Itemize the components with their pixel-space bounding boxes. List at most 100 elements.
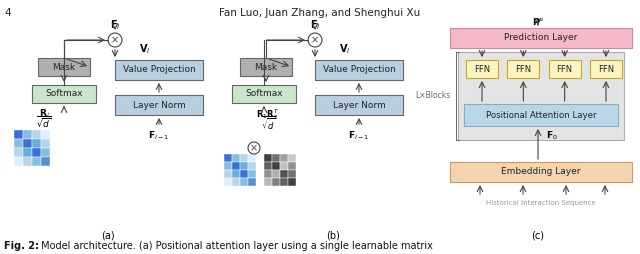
Text: $\mathbf{F}_{l-1}$: $\mathbf{F}_{l-1}$	[148, 129, 170, 141]
Bar	[264, 170, 272, 178]
Bar	[232, 170, 240, 178]
Bar	[41, 139, 50, 148]
Bar	[32, 157, 41, 166]
Bar	[41, 148, 50, 157]
Text: Softmax: Softmax	[245, 89, 283, 99]
Bar	[240, 178, 248, 186]
Bar	[280, 170, 288, 178]
Text: ×: ×	[250, 143, 258, 153]
Bar	[232, 178, 240, 186]
Text: FFN: FFN	[557, 65, 573, 73]
Text: ×: ×	[111, 35, 119, 45]
Text: Mask: Mask	[255, 62, 278, 71]
Text: L×Blocks: L×Blocks	[415, 91, 450, 101]
Bar	[240, 162, 248, 170]
Text: Prediction Layer: Prediction Layer	[504, 34, 578, 42]
Text: Fig. 2:: Fig. 2:	[4, 241, 39, 251]
Bar	[248, 154, 256, 162]
Bar	[41, 130, 50, 139]
Bar	[264, 154, 272, 162]
Bar	[280, 154, 288, 162]
Bar	[450, 28, 632, 48]
Bar	[248, 162, 256, 170]
Bar	[464, 104, 618, 126]
Text: $\mathbf{V}_l$: $\mathbf{V}_l$	[339, 42, 351, 56]
Bar	[272, 178, 280, 186]
Bar	[280, 162, 288, 170]
Circle shape	[308, 33, 322, 47]
Text: $\mathbf{F}_l$: $\mathbf{F}_l$	[310, 18, 320, 32]
Bar	[224, 178, 232, 186]
Bar	[264, 178, 272, 186]
Text: Value Projection: Value Projection	[123, 66, 195, 74]
Text: Mask: Mask	[52, 62, 76, 71]
Bar	[288, 154, 296, 162]
Text: $\overline{\sqrt{d}}$: $\overline{\sqrt{d}}$	[260, 114, 275, 132]
Bar	[23, 139, 32, 148]
Text: (a): (a)	[101, 231, 115, 241]
Text: $\mathbf{R}_l$: $\mathbf{R}_l$	[38, 107, 49, 119]
Bar	[272, 162, 280, 170]
Text: $\overline{\sqrt{d}}$: $\overline{\sqrt{d}}$	[36, 114, 52, 129]
Bar	[248, 178, 256, 186]
Text: FFN: FFN	[515, 65, 531, 73]
Bar	[232, 162, 240, 170]
Bar	[14, 139, 23, 148]
Bar	[288, 162, 296, 170]
Bar	[38, 58, 90, 76]
Bar	[264, 162, 272, 170]
Text: ×: ×	[311, 35, 319, 45]
Bar	[280, 178, 288, 186]
Bar	[240, 58, 292, 76]
Bar	[232, 154, 240, 162]
Bar	[23, 157, 32, 166]
Bar	[32, 148, 41, 157]
Bar	[14, 157, 23, 166]
Text: $\mathbf{F}_{l-1}$: $\mathbf{F}_{l-1}$	[348, 129, 370, 141]
Bar	[41, 157, 50, 166]
Bar	[315, 60, 403, 80]
Bar	[115, 60, 203, 80]
Text: Layer Norm: Layer Norm	[333, 101, 385, 109]
Bar	[458, 52, 624, 140]
Bar	[232, 85, 296, 103]
Bar	[32, 139, 41, 148]
Text: $\mathbf{F}_l$: $\mathbf{F}_l$	[109, 18, 120, 32]
Bar	[240, 170, 248, 178]
Text: Positional Attention Layer: Positional Attention Layer	[486, 110, 596, 119]
Text: FFN: FFN	[598, 65, 614, 73]
Bar	[14, 148, 23, 157]
Bar	[288, 178, 296, 186]
Circle shape	[248, 142, 260, 154]
Text: Value Projection: Value Projection	[323, 66, 396, 74]
Bar	[315, 95, 403, 115]
Text: Softmax: Softmax	[45, 89, 83, 99]
Text: Layer Norm: Layer Norm	[132, 101, 186, 109]
Bar	[23, 130, 32, 139]
Bar	[590, 60, 622, 78]
Bar	[115, 95, 203, 115]
Text: $\mathbf{F}_0$: $\mathbf{F}_0$	[546, 130, 558, 142]
Text: $\mathbf{V}_l$: $\mathbf{V}_l$	[139, 42, 150, 56]
Bar	[548, 60, 580, 78]
Text: Historical Interaction Sequence: Historical Interaction Sequence	[486, 200, 596, 206]
Text: (b): (b)	[326, 231, 340, 241]
Text: $\mathbf{R}_1\mathbf{R}_2^T$: $\mathbf{R}_1\mathbf{R}_2^T$	[257, 107, 280, 122]
Bar	[224, 162, 232, 170]
Bar	[508, 60, 540, 78]
Bar	[272, 170, 280, 178]
Bar	[288, 170, 296, 178]
Text: FFN: FFN	[474, 65, 490, 73]
Text: Model architecture. (a) Positional attention layer using a single learnable matr: Model architecture. (a) Positional atten…	[38, 241, 433, 251]
Bar	[14, 130, 23, 139]
Bar	[450, 162, 632, 182]
Text: 4: 4	[4, 8, 11, 18]
Text: Fan Luo, Juan Zhang, and Shenghui Xu: Fan Luo, Juan Zhang, and Shenghui Xu	[220, 8, 420, 18]
Bar	[466, 60, 498, 78]
Bar	[240, 154, 248, 162]
Circle shape	[108, 33, 122, 47]
Text: (c): (c)	[531, 231, 545, 241]
Bar	[248, 170, 256, 178]
Bar	[32, 130, 41, 139]
Bar	[224, 154, 232, 162]
